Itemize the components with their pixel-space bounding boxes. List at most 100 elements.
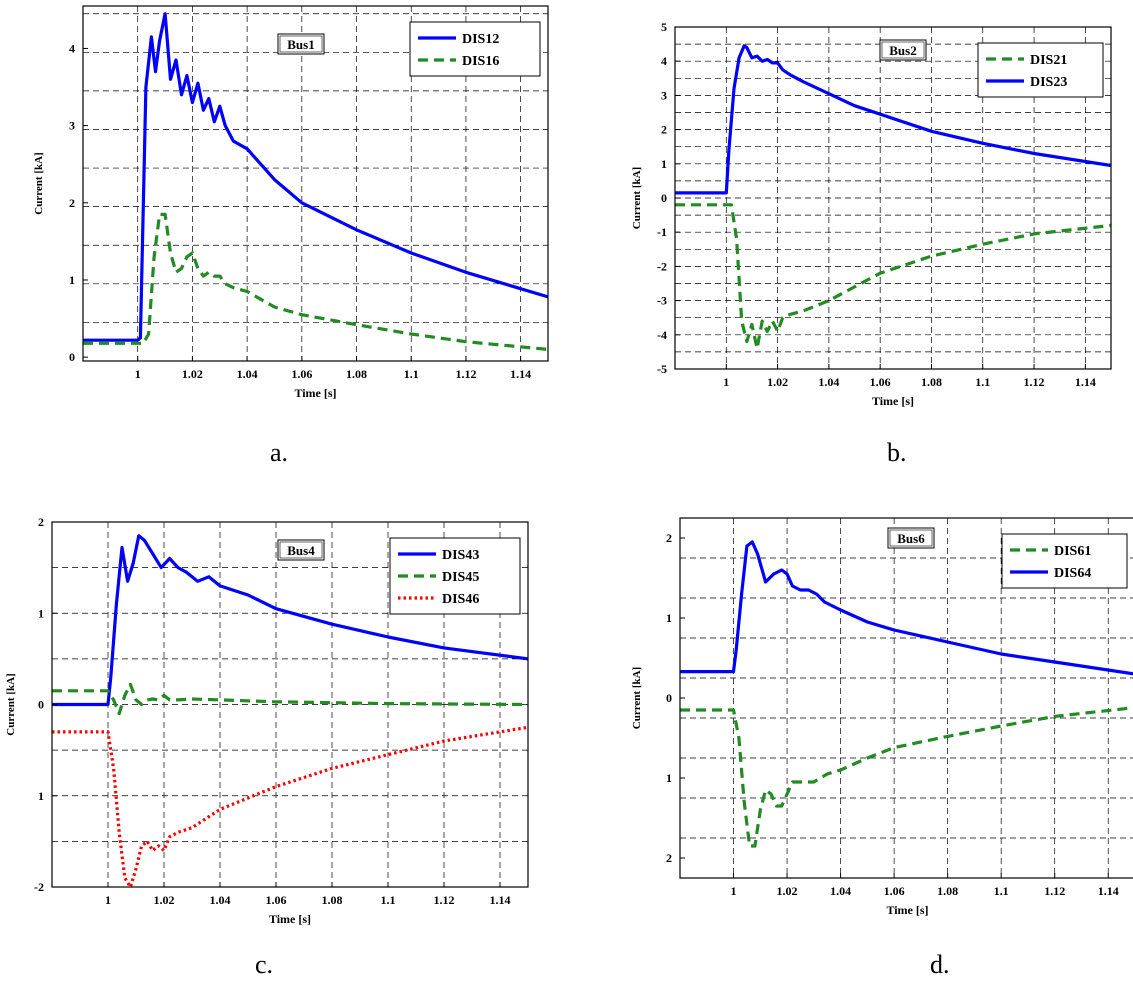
x-tick-label: 1.02 [767,375,788,389]
y-axis-label: Current [kA] [631,167,643,229]
y-tick-label: 1 [69,273,75,287]
x-tick-label: 1.02 [182,367,203,381]
series-line-dis46 [52,725,528,887]
x-tick-label: 1 [723,375,729,389]
legend: DIS12 DIS16 [409,21,541,77]
series-line-dis45 [52,682,528,716]
x-tick-label: 1.02 [154,893,175,907]
x-axis-label: Time [s] [269,912,311,926]
x-tick-label: 1.14 [490,893,511,907]
bus-annotation: Bus2 [879,39,927,61]
series-line-dis16 [83,212,548,351]
legend-label-dis12: DIS12 [462,32,499,47]
y-axis-label: Current [kA] [631,667,643,729]
x-tick-label: 1.06 [266,893,287,907]
y-tick-label: 3 [69,119,75,133]
x-tick-label: 1.14 [1075,375,1096,389]
x-tick-label: 1.1 [994,884,1009,898]
y-tick-label: -5 [657,362,667,376]
legend-label-dis45: DIS45 [442,570,479,585]
x-tick-label: 1.08 [937,884,958,898]
x-tick-label: 1.06 [884,884,905,898]
legend: DIS61 DIS64 [1001,533,1128,589]
x-tick-label: 1 [731,884,737,898]
y-tick-label: 0 [69,350,75,364]
y-tick-label: 5 [661,20,667,34]
bus-annotation: Bus1 [277,33,325,55]
x-tick-label: 1.12 [455,367,476,381]
y-tick-label: 2 [666,851,672,865]
chart-bus2: 1 1.02 1.04 1.06 1.08 1.1 1.12 1.14 -5 -4 -3 -2 -1 0 1… [631,20,1112,408]
legend: DIS43 DIS45 DIS46 [389,537,521,615]
x-tick-label: 1.08 [921,375,942,389]
x-axis-label: Time [s] [872,394,914,408]
legend-label-dis46: DIS46 [442,592,479,607]
y-tick-label: 3 [661,88,667,102]
legend-label-dis23: DIS23 [1030,75,1067,90]
x-tick-label: 1.04 [210,893,231,907]
y-tick-label: 1 [666,611,672,625]
x-tick-label: 1.06 [870,375,891,389]
legend-label-dis64: DIS64 [1054,566,1091,581]
x-tick-label: 1.02 [777,884,798,898]
y-tick-label: 1 [38,789,44,803]
x-tick-label: 1.1 [381,893,396,907]
legend-box [409,21,541,77]
y-tick-label: 2 [666,531,672,545]
x-tick-label: 1.12 [434,893,455,907]
x-tick-label: 1.04 [830,884,851,898]
legend-label-dis21: DIS21 [1030,53,1067,68]
series-line-dis23 [675,44,1111,195]
y-tick-label: 2 [38,515,44,529]
x-tick-label: 1.1 [975,375,990,389]
legend-box [1001,533,1128,589]
y-tick-label: -2 [34,880,44,894]
caption-d: d. [930,950,950,979]
y-tick-label: 1 [666,771,672,785]
caption-c: c. [255,950,274,979]
y-axis-label: Current [kA] [33,152,45,214]
series-line-dis21 [675,203,1111,351]
bus-annotation: Bus4 [277,539,325,561]
bus-annotation-text: Bus1 [287,37,314,52]
y-tick-label: -1 [657,225,667,239]
y-tick-label: -4 [657,328,667,342]
chart-bus1: 1 1.02 1.04 1.06 1.08 1.1 1.12 1.14 0 1 2 3 4 Time [s… [33,5,549,400]
y-tick-label: -3 [657,294,667,308]
y-tick-label: 4 [69,41,75,55]
y-tick-label: 2 [69,196,75,210]
x-axis-label: Time [s] [886,903,928,917]
x-tick-label: 1.14 [510,367,531,381]
y-tick-label: -2 [657,259,667,273]
legend-box [977,42,1104,98]
x-tick-label: 1.06 [291,367,312,381]
x-tick-label: 1.1 [404,367,419,381]
legend: DIS21 DIS23 [977,42,1104,98]
x-tick-label: 1.14 [1098,884,1119,898]
y-tick-label: 4 [661,54,667,68]
bus-annotation-text: Bus2 [889,43,916,58]
x-tick-label: 1.08 [346,367,367,381]
x-tick-label: 1.12 [1024,375,1045,389]
y-tick-label: 1 [661,157,667,171]
legend-label-dis16: DIS16 [462,54,499,69]
y-tick-label: 0 [661,191,667,205]
bus-annotation-text: Bus6 [897,531,925,546]
legend-box [389,537,521,615]
x-tick-label: 1.04 [237,367,258,381]
series-line-dis43 [52,534,528,707]
series-line-dis61 [680,706,1133,848]
x-tick-label: 1.08 [322,893,343,907]
chart-bus4: 1 1.02 1.04 1.06 1.08 1.1 1.12 1.14 -2 1 0 1 2 Time [… [5,515,529,926]
y-axis-label: Current [kA] [5,673,17,735]
legend-label-dis61: DIS61 [1054,544,1091,559]
x-tick-label: 1 [135,367,141,381]
y-tick-label: 0 [666,691,672,705]
legend-label-dis43: DIS43 [442,548,479,563]
series-line-dis12 [83,12,548,342]
caption-a: a. [270,438,289,467]
x-tick-label: 1.12 [1044,884,1065,898]
bus-annotation-text: Bus4 [287,543,315,558]
x-axis-label: Time [s] [294,386,336,400]
